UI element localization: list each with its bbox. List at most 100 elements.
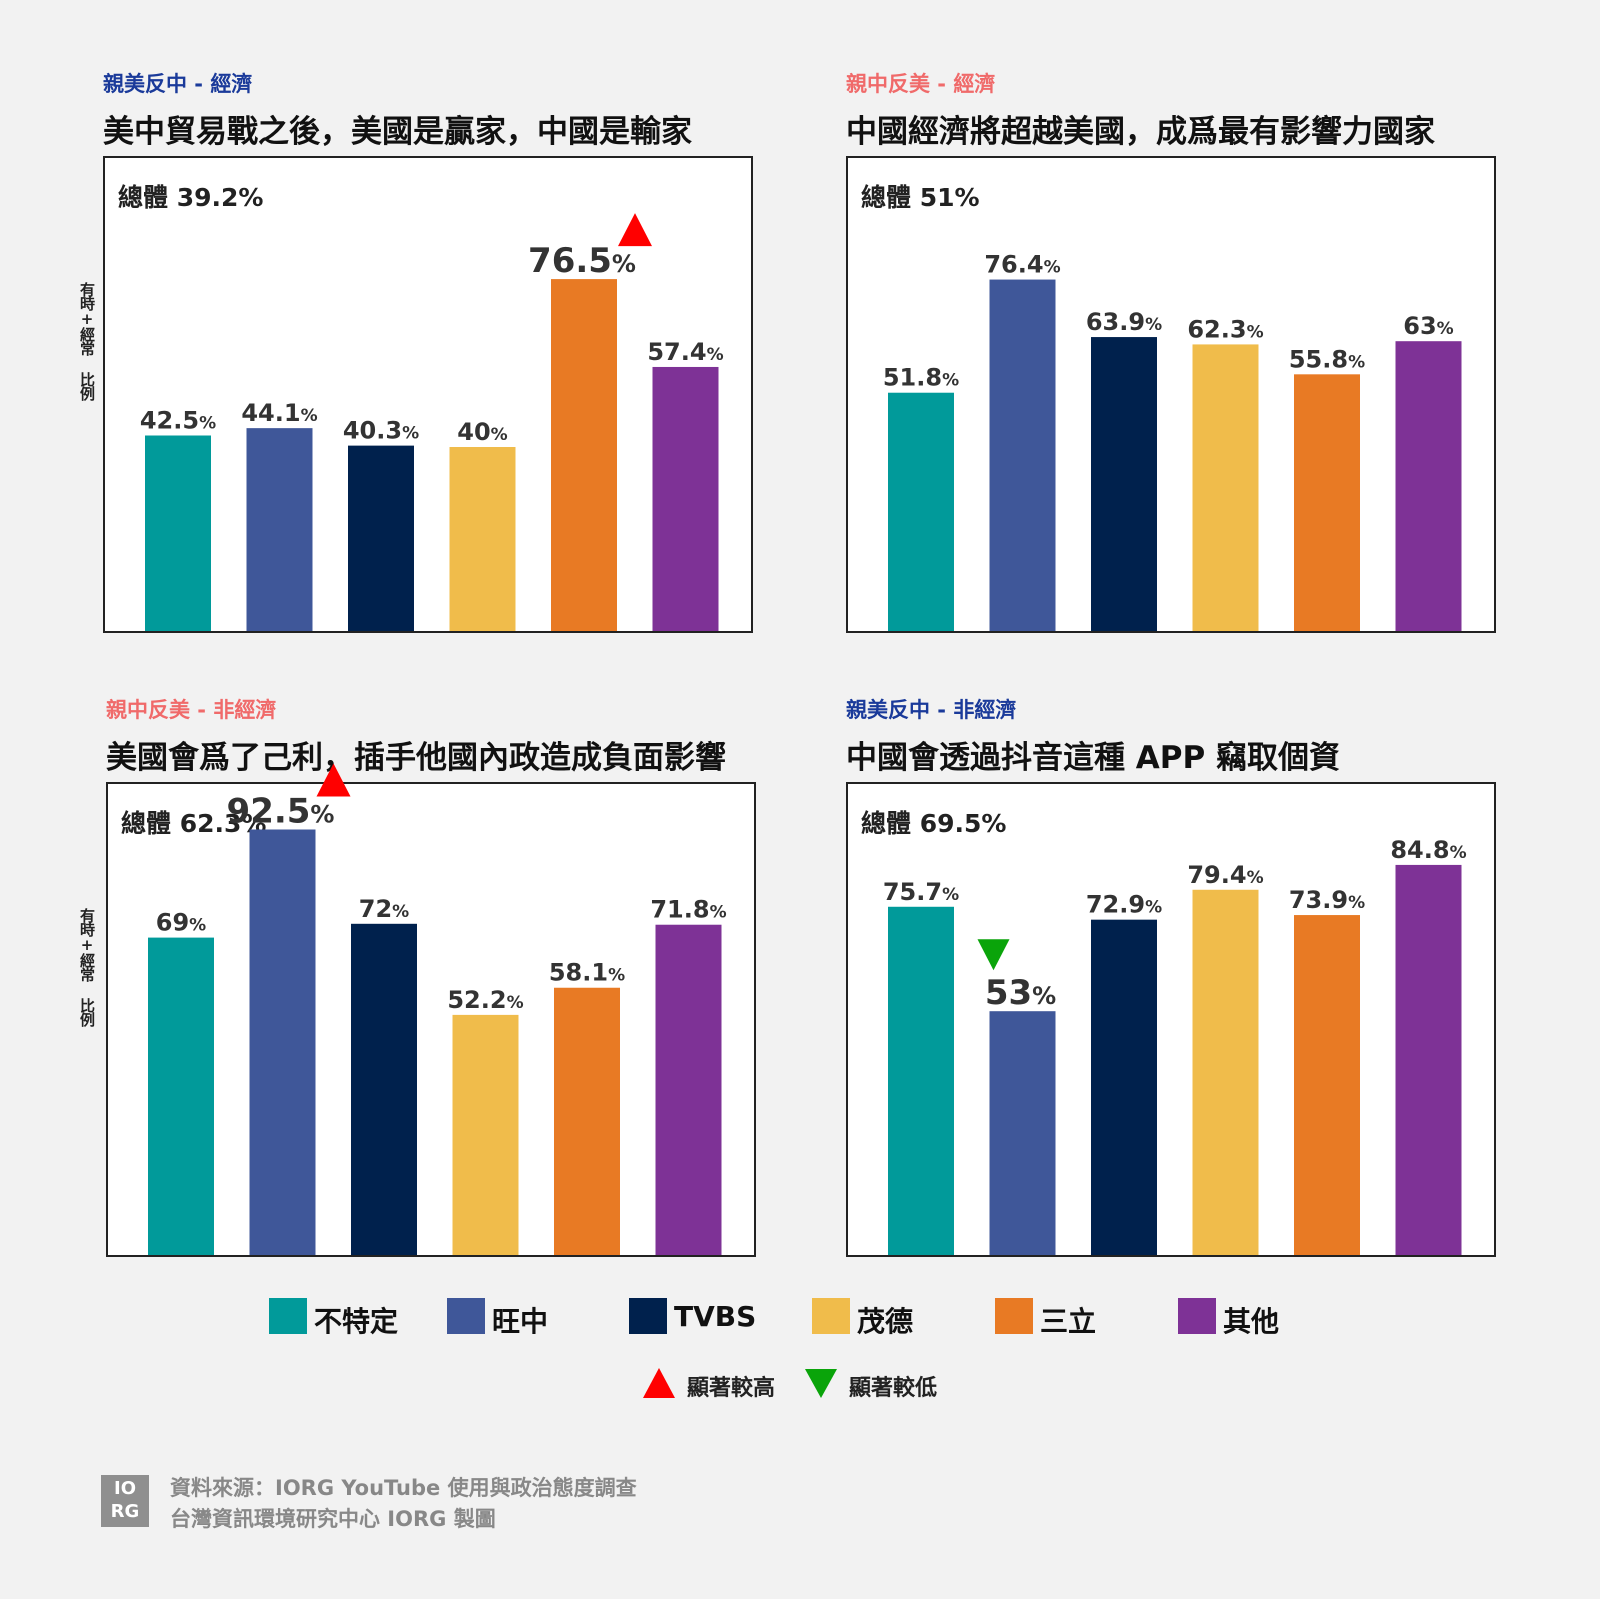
data-label: 73.9% xyxy=(1289,886,1365,914)
data-label: 92.5% xyxy=(227,792,335,832)
data-label: 40% xyxy=(457,418,507,446)
triangle-down-icon xyxy=(805,1369,837,1398)
bar-茂德 xyxy=(1192,889,1259,1255)
legend-label: 不特定 xyxy=(314,1305,399,1338)
data-label: 69% xyxy=(156,909,206,937)
legend-label: 其他 xyxy=(1223,1305,1280,1338)
chart-tag: 親美反中 - 非經濟 xyxy=(846,698,1017,722)
iorg-logo: IO RG xyxy=(101,1475,149,1527)
data-label: 76.4% xyxy=(984,251,1060,279)
percent-sign: % xyxy=(1145,315,1162,335)
percent-sign: % xyxy=(710,903,727,923)
chart-title: 美中貿易戰之後，美國是贏家，中國是輸家 xyxy=(103,114,692,150)
bar-三立 xyxy=(1294,915,1360,1255)
bar-旺中 xyxy=(246,428,313,631)
legend-swatch xyxy=(995,1298,1033,1334)
chart-panel-1: 親美反中 - 經濟 美中貿易戰之後，美國是贏家，中國是輸家 總體 39.2% 4… xyxy=(103,68,763,633)
chart-title: 中國經濟將超越美國，成爲最有影響力國家 xyxy=(846,114,1435,150)
bar-其他 xyxy=(1395,341,1462,631)
data-label: 40.3% xyxy=(343,417,419,445)
percent-sign: % xyxy=(942,371,959,391)
data-label: 76.5% xyxy=(528,241,636,281)
chart-title: 中國會透過抖音這種 APP 竊取個資 xyxy=(846,740,1341,776)
footer-source: 資料來源：IORG YouTube 使用與政治態度調查 xyxy=(170,1476,637,1500)
percent-sign: % xyxy=(1044,258,1061,278)
legend-label: 旺中 xyxy=(492,1305,549,1338)
chart-frame: 總體 51% 51.8% 76.4% 63.9% 62.3% 55.8% 63% xyxy=(846,156,1496,633)
legend-label: TVBS xyxy=(674,1300,757,1333)
bar-其他 xyxy=(655,924,722,1255)
y-axis-label: 有時+經常 比例 xyxy=(78,282,96,400)
percent-sign: % xyxy=(1145,898,1162,918)
data-label: 57.4% xyxy=(647,338,723,366)
chart-total: 總體 62.3% xyxy=(121,809,267,838)
data-label: 58.1% xyxy=(549,959,625,987)
legend-label: 三立 xyxy=(1040,1305,1097,1338)
chart-tag: 親中反美 - 經濟 xyxy=(846,72,996,96)
chart-total: 總體 69.5% xyxy=(861,809,1007,838)
chart-frame: 總體 69.5% 75.7% 53% 72.9% 79.4% 73.9% 84.8% xyxy=(846,782,1496,1257)
percent-sign: % xyxy=(942,885,959,905)
footer-credit: 台灣資訊環境研究中心 IORG 製圖 xyxy=(170,1507,496,1531)
percent-sign: % xyxy=(1247,868,1264,888)
data-label: 72.9% xyxy=(1086,891,1162,919)
chart-tag: 親中反美 - 非經濟 xyxy=(106,698,277,722)
percent-sign: % xyxy=(608,966,625,986)
percent-sign: % xyxy=(392,902,409,922)
data-label: 71.8% xyxy=(650,896,726,924)
data-label: 51.8% xyxy=(883,364,959,392)
legend-swatch xyxy=(629,1298,667,1334)
bar-TVBS xyxy=(348,445,414,631)
legend-sig-low-label: 顯著較低 xyxy=(849,1376,938,1401)
percent-sign: % xyxy=(1437,319,1454,339)
chart-tag: 親美反中 - 經濟 xyxy=(103,72,253,96)
bar-不特定 xyxy=(148,937,214,1255)
bar-茂德 xyxy=(1192,344,1259,631)
percent-sign: % xyxy=(707,345,724,365)
percent-sign: % xyxy=(612,250,636,278)
data-label: 42.5% xyxy=(140,407,216,435)
chart-panel-2: 親中反美 - 經濟 中國經濟將超越美國，成爲最有影響力國家 總體 51% 51.… xyxy=(846,68,1526,633)
percent-sign: % xyxy=(1032,982,1056,1010)
data-label: 55.8% xyxy=(1289,345,1365,373)
legend-label: 茂德 xyxy=(857,1305,914,1338)
significance-low-marker xyxy=(977,939,1010,971)
chart-frame: 總體 62.3% 69% 92.5% 72% 52.2% 58.1% 71.8% xyxy=(106,763,756,1257)
percent-sign: % xyxy=(1247,322,1264,342)
chart-panel-3: 親中反美 - 非經濟 美國會爲了己利，插手他國內政造成負面影響 總體 62.3%… xyxy=(106,694,826,1259)
bar-TVBS xyxy=(1091,337,1157,631)
significance-high-marker xyxy=(316,763,351,797)
chart-plot: 51.8% 76.4% 63.9% 62.3% 55.8% 63% xyxy=(883,251,1462,631)
bar-旺中 xyxy=(249,829,316,1255)
bar-旺中 xyxy=(989,1011,1056,1255)
legend-swatch xyxy=(447,1298,485,1334)
legend-swatch xyxy=(1178,1298,1216,1334)
significance-high-marker xyxy=(618,213,652,247)
chart-plot: 69% 92.5% 72% 52.2% 58.1% 71.8% xyxy=(148,763,727,1255)
percent-sign: % xyxy=(491,425,508,445)
percent-sign: % xyxy=(189,916,206,936)
data-label: 79.4% xyxy=(1187,861,1263,889)
bar-三立 xyxy=(551,279,617,631)
percent-sign: % xyxy=(402,424,419,444)
legend: 不特定 旺中 TVBS 茂德 三立 其他 xyxy=(0,1296,1600,1340)
legend-swatch xyxy=(812,1298,850,1334)
bar-茂德 xyxy=(452,1014,519,1255)
data-label: 44.1% xyxy=(241,399,317,427)
data-label: 84.8% xyxy=(1390,836,1466,864)
data-label: 63.9% xyxy=(1086,308,1162,336)
data-label: 72% xyxy=(359,895,409,923)
chart-title: 美國會爲了己利，插手他國內政造成負面影響 xyxy=(106,740,726,776)
chart-panel-4: 親美反中 - 非經濟 中國會透過抖音這種 APP 竊取個資 總體 69.5% 7… xyxy=(846,694,1526,1259)
logo-line-2: RG xyxy=(110,1501,140,1522)
chart-total: 總體 39.2% xyxy=(118,183,264,212)
percent-sign: % xyxy=(1348,352,1365,372)
chart-plot: 42.5% 44.1% 40.3% 40% 76.5% 57.4% xyxy=(140,213,724,631)
data-label: 62.3% xyxy=(1187,315,1263,343)
percent-sign: % xyxy=(1450,843,1467,863)
percent-sign: % xyxy=(301,406,318,426)
percent-sign: % xyxy=(507,993,524,1013)
y-axis-label: 有時+經常 比例 xyxy=(78,908,96,1026)
bar-其他 xyxy=(1395,864,1462,1255)
bar-不特定 xyxy=(888,392,954,631)
